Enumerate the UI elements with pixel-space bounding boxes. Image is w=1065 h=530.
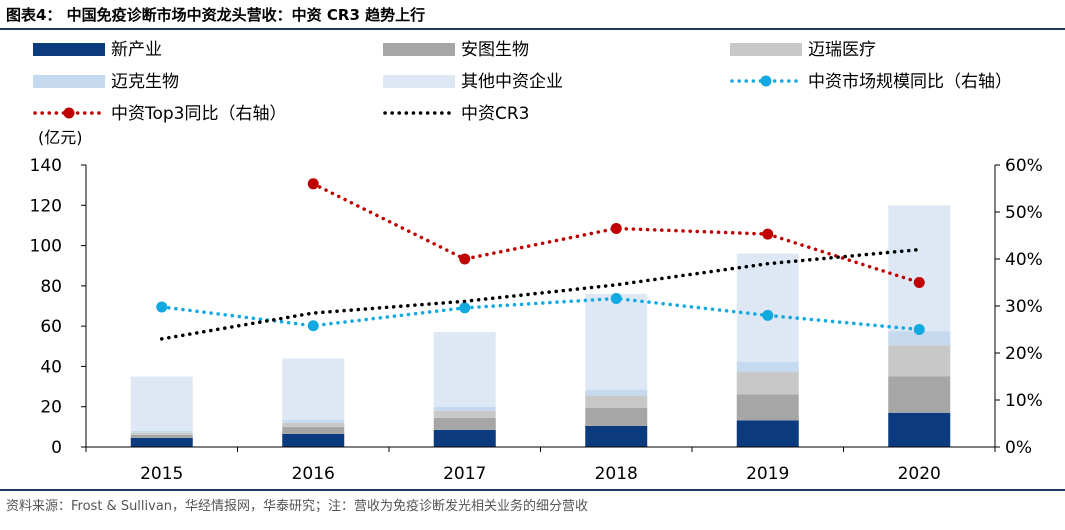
legend-label: 安图生物 — [461, 40, 529, 60]
series-line — [311, 182, 921, 285]
bar-segment — [433, 410, 496, 418]
series-point — [610, 222, 622, 234]
y-right-tick-label: 0% — [1005, 438, 1032, 458]
x-tick-label: 2018 — [595, 464, 638, 484]
bar-segment — [433, 417, 496, 430]
legend-swatch — [730, 43, 802, 56]
y-left-tick-label: 80 — [40, 277, 62, 297]
bar-segment — [130, 434, 193, 438]
source-rule — [0, 489, 1065, 491]
y-left-tick-label: 40 — [40, 357, 62, 377]
bar-segment — [585, 407, 648, 426]
series-point — [459, 302, 471, 314]
bar-segment — [736, 420, 799, 447]
bar-segment — [282, 422, 345, 427]
y-right-tick-label: 20% — [1005, 344, 1043, 364]
bar-segment — [282, 433, 345, 447]
series-point — [307, 320, 319, 332]
legend-label: 中资CR3 — [461, 104, 530, 124]
series-line — [160, 247, 921, 341]
x-tick-label: 2015 — [140, 464, 183, 484]
bar-segment — [585, 395, 648, 408]
bar-segment — [433, 332, 496, 407]
bar-segment — [130, 432, 193, 435]
legend-marker — [760, 75, 772, 87]
bar-segment — [130, 437, 193, 447]
y-right-tick-label: 60% — [1005, 156, 1043, 176]
series-point — [610, 292, 622, 304]
y-left-tick-label: 140 — [30, 156, 62, 176]
series-point — [762, 309, 774, 321]
legend-label: 迈克生物 — [111, 72, 179, 92]
y-left-tick-label: 60 — [40, 317, 62, 337]
y-left-tick-label: 100 — [30, 237, 62, 257]
series-point — [762, 228, 774, 240]
y-axis-unit-label: (亿元) — [38, 128, 83, 147]
bar-segment — [888, 376, 951, 413]
legend-swatch — [383, 75, 455, 88]
y-right-tick-label: 10% — [1005, 391, 1043, 411]
y-left-tick-label: 0 — [51, 438, 62, 458]
x-tick-label: 2016 — [292, 464, 335, 484]
bar-segment — [282, 426, 345, 434]
series-point — [459, 253, 471, 265]
bar-segment — [736, 372, 799, 395]
legend-label: 新产业 — [111, 40, 162, 60]
bar-segment — [888, 412, 951, 447]
bar-segment — [433, 429, 496, 447]
title-rule — [0, 28, 1065, 30]
y-left-tick-label: 20 — [40, 398, 62, 418]
legend-label: 中资Top3同比（右轴） — [111, 104, 287, 124]
legend-marker — [63, 107, 75, 119]
series-point — [913, 277, 925, 288]
series-point — [307, 178, 319, 190]
chart-title: 图表4： 中国免疫诊断市场中资龙头营收：中资 CR3 趋势上行 — [6, 6, 426, 24]
bar-segment — [736, 394, 799, 421]
x-tick-label: 2020 — [898, 464, 941, 484]
bar-segment — [585, 389, 648, 396]
bar-segment — [888, 205, 951, 332]
legend-swatch — [33, 75, 105, 88]
axes-layer: 0 20 40 60 80 100 120 140 0% 10% 20% 30% 40% 50% 60% 20… — [30, 156, 1043, 484]
bar-segment — [585, 293, 648, 390]
legend-swatch — [33, 43, 105, 56]
bars-layer — [130, 205, 951, 447]
x-tick-label: 2017 — [443, 464, 486, 484]
bar-segment — [585, 425, 648, 447]
bar-segment — [736, 253, 799, 362]
bar-segment — [433, 406, 496, 411]
bar-segment — [130, 376, 193, 431]
series-point — [156, 301, 168, 313]
series-line — [160, 296, 921, 332]
bar-segment — [282, 419, 345, 423]
x-tick-label: 2019 — [746, 464, 789, 484]
legend-swatch — [383, 43, 455, 56]
bar-segment — [282, 358, 345, 420]
bar-segment — [888, 345, 951, 377]
y-right-tick-label: 30% — [1005, 297, 1043, 317]
y-right-tick-label: 50% — [1005, 203, 1043, 223]
legend-label: 中资市场规模同比（右轴） — [808, 72, 1012, 92]
y-left-tick-label: 120 — [30, 196, 62, 216]
legend-label: 迈瑞医疗 — [808, 40, 876, 60]
lines-layer — [156, 178, 925, 341]
legend-label: 其他中资企业 — [461, 72, 563, 92]
source-note: 资料来源：Frost & Sullivan，华经情报网，华泰研究；注：营收为免疫… — [6, 499, 589, 514]
series-point — [913, 324, 925, 335]
y-right-tick-label: 40% — [1005, 250, 1043, 270]
bar-segment — [130, 430, 193, 433]
bar-segment — [736, 361, 799, 373]
bar-segment — [888, 331, 951, 346]
